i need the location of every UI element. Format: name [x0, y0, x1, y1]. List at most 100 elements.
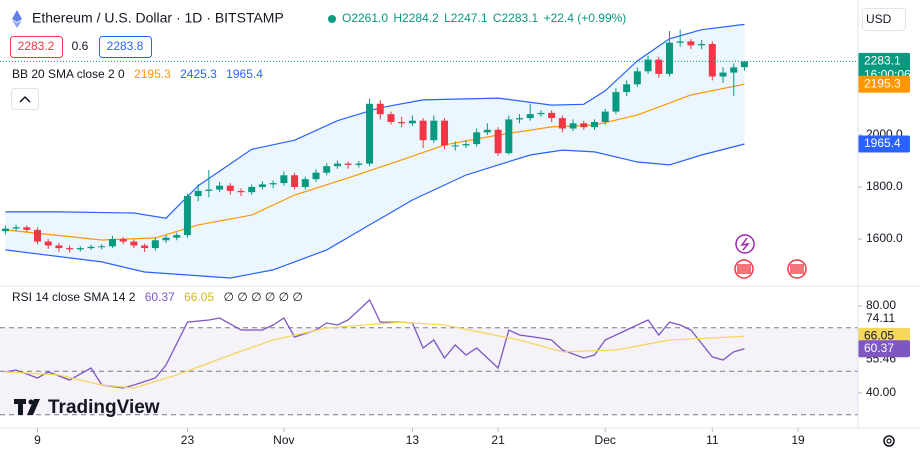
spread: 0.6 — [72, 39, 89, 53]
sell-button[interactable] — [10, 36, 63, 58]
candle-body — [708, 43, 716, 77]
settings-button[interactable] — [883, 435, 895, 447]
bb-upper-value: 2425.3 — [180, 67, 217, 81]
candle-body — [419, 120, 427, 141]
candle-body — [740, 61, 748, 68]
candle-body — [387, 114, 395, 122]
candle-body — [280, 175, 288, 184]
price-label-box — [858, 135, 910, 153]
candle-body — [23, 227, 31, 230]
candle-body — [344, 163, 352, 165]
event-icon[interactable] — [735, 234, 755, 254]
candle-body — [537, 112, 545, 115]
candle-body — [205, 189, 213, 191]
candle-body — [366, 103, 374, 164]
candle-body — [355, 163, 363, 165]
y-tick-label: 1600.0 — [866, 231, 903, 245]
candle-body — [580, 123, 588, 128]
candle-body — [194, 190, 202, 197]
rsi-value: 60.37 — [145, 290, 175, 304]
price-label: 66.05 — [864, 329, 894, 343]
candle-body — [130, 241, 138, 246]
price-label: 60.37 — [864, 341, 894, 355]
economic-event-icon[interactable] — [787, 259, 807, 279]
candle-body — [569, 123, 577, 129]
candle-body — [473, 132, 481, 145]
candle-body — [644, 59, 652, 72]
price-label: 2195.3 — [864, 76, 901, 90]
buy-button[interactable] — [99, 36, 152, 58]
candle-body — [408, 120, 416, 124]
band-lower — [5, 143, 745, 279]
candle-body — [108, 238, 116, 247]
candle-body — [87, 246, 95, 249]
candle-body — [505, 119, 513, 154]
bb-legend: BB 20 SMA close 2 0 2195.3 2425.3 1965.4 — [12, 67, 263, 81]
candle-body — [376, 103, 384, 115]
candle-body — [301, 179, 309, 187]
candle-body — [730, 67, 738, 73]
market-status — [328, 15, 336, 23]
candle-body — [226, 185, 234, 191]
candle-body — [151, 240, 159, 249]
candle-body — [237, 190, 245, 193]
x-tick-label: 9 — [34, 433, 41, 447]
candle-body — [76, 248, 84, 250]
rsi-title: RSI 14 close SMA 14 2 — [12, 290, 136, 304]
ohlc-close: C2283.1 — [493, 11, 539, 25]
candle-body — [119, 238, 127, 242]
economic-event-icon[interactable] — [734, 259, 754, 279]
candle-body — [333, 163, 341, 167]
candle-body — [162, 237, 170, 241]
ohlc-change: +22.4 (+0.99%) — [544, 11, 627, 25]
ohlc-legend: O2261.0 H2284.2 L2247.1 C2283.1 +22.4 (+… — [342, 11, 626, 25]
candle-body — [494, 129, 502, 154]
candle-body — [719, 72, 727, 77]
candle-body — [44, 241, 52, 246]
candle-body — [676, 41, 684, 43]
candle-body — [323, 166, 331, 173]
candle-body — [665, 42, 673, 74]
scale-label: 74.11 — [866, 311, 895, 325]
candle-body — [430, 120, 438, 141]
candle-body — [258, 184, 266, 187]
price-label: 2283.1 — [864, 54, 901, 68]
currency-button[interactable] — [862, 8, 906, 31]
x-tick-label: 19 — [791, 433, 805, 447]
bb-title: BB 20 SMA close 2 0 — [12, 67, 125, 81]
candle-body — [269, 183, 277, 185]
candle-body — [590, 121, 598, 128]
x-tick-label: 11 — [706, 433, 719, 447]
x-tick-label: Nov — [273, 433, 294, 447]
x-tick-label: 21 — [491, 433, 505, 447]
logo-text: TradingView — [48, 397, 160, 418]
candle-body — [548, 112, 556, 119]
y-tick-label: 1800.0 — [866, 179, 903, 193]
rsi-empty-values: ∅ ∅ ∅ ∅ ∅ ∅ — [224, 290, 303, 304]
candle-body — [462, 144, 470, 146]
candle-body — [398, 121, 406, 124]
ohlc-low: L2247.1 — [444, 11, 488, 25]
bb-middle-value: 2195.3 — [134, 67, 171, 81]
x-tick-label: 23 — [181, 433, 195, 447]
rsi-legend: RSI 14 close SMA 14 2 60.37 66.05 ∅ ∅ ∅ … — [12, 290, 303, 304]
ohlc-high: H2284.2 — [393, 11, 439, 25]
currency[interactable]: USD — [866, 12, 892, 26]
band-middle — [5, 83, 745, 241]
candle-body — [516, 118, 524, 120]
candle-body — [558, 118, 566, 129]
candle-body — [601, 111, 609, 122]
candle-body — [612, 92, 620, 112]
price-label-box — [858, 75, 910, 93]
ohlc-open: O2261.0 — [342, 11, 388, 25]
candle-body — [216, 185, 224, 190]
candle-body — [141, 245, 149, 249]
candle-body — [633, 71, 641, 85]
collapse-button[interactable] — [11, 88, 39, 110]
candle-body — [483, 129, 491, 133]
buy-price[interactable]: 2283.8 — [107, 39, 144, 53]
band-upper — [5, 23, 745, 219]
symbol-icon — [12, 10, 22, 28]
sell-price[interactable]: 2283.2 — [18, 39, 55, 53]
